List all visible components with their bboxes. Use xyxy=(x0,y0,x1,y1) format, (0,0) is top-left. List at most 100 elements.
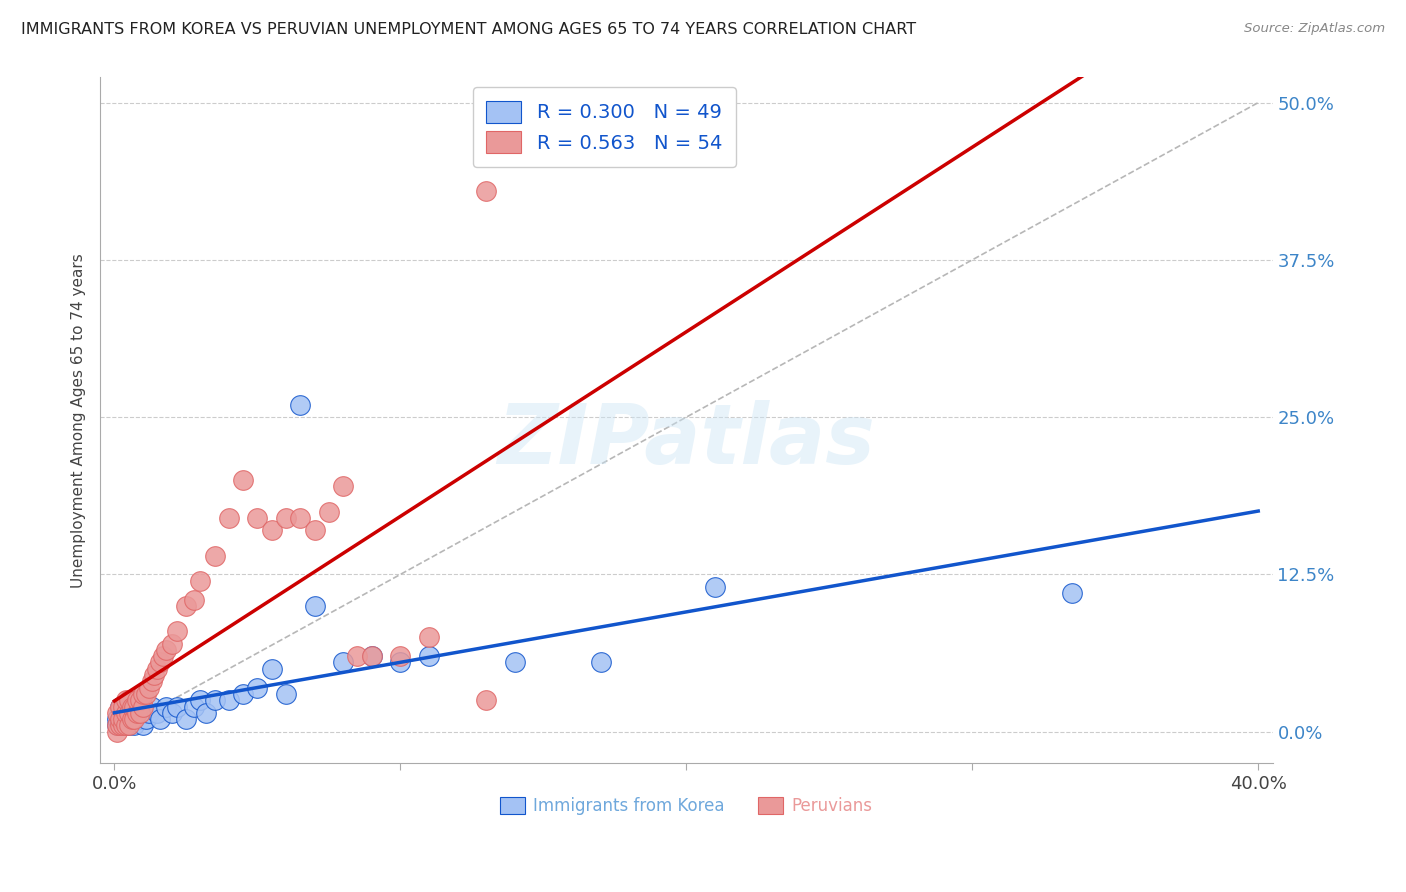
Point xyxy=(108,712,131,726)
Point xyxy=(703,580,725,594)
Point xyxy=(129,693,152,707)
Point xyxy=(105,718,128,732)
Point xyxy=(111,718,134,732)
Point xyxy=(111,718,134,732)
Point xyxy=(174,712,197,726)
Point xyxy=(138,681,160,695)
Point xyxy=(166,624,188,638)
Point xyxy=(332,656,354,670)
Point xyxy=(108,718,131,732)
Point xyxy=(121,712,143,726)
Point xyxy=(475,693,498,707)
Point xyxy=(218,510,240,524)
Point xyxy=(124,712,146,726)
Point xyxy=(246,681,269,695)
Point xyxy=(118,693,141,707)
Point xyxy=(155,699,177,714)
Point xyxy=(188,693,211,707)
Text: IMMIGRANTS FROM KOREA VS PERUVIAN UNEMPLOYMENT AMONG AGES 65 TO 74 YEARS CORRELA: IMMIGRANTS FROM KOREA VS PERUVIAN UNEMPL… xyxy=(21,22,917,37)
Point xyxy=(155,643,177,657)
Point xyxy=(389,656,412,670)
Point xyxy=(188,574,211,588)
Point xyxy=(146,662,169,676)
Point xyxy=(332,479,354,493)
Point xyxy=(115,718,138,732)
Point xyxy=(135,712,157,726)
Point xyxy=(118,706,141,720)
Point xyxy=(127,712,149,726)
Point xyxy=(183,699,205,714)
Point xyxy=(129,706,152,720)
Point xyxy=(160,706,183,720)
Point xyxy=(132,699,155,714)
Point xyxy=(204,693,226,707)
Y-axis label: Unemployment Among Ages 65 to 74 years: Unemployment Among Ages 65 to 74 years xyxy=(72,253,86,588)
Point xyxy=(124,706,146,720)
Point xyxy=(129,712,152,726)
Text: ZIPatlas: ZIPatlas xyxy=(498,401,876,482)
Point xyxy=(246,510,269,524)
Point xyxy=(124,718,146,732)
Legend: Immigrants from Korea, Peruvians: Immigrants from Korea, Peruvians xyxy=(492,789,882,823)
Point xyxy=(232,687,254,701)
Point xyxy=(274,510,297,524)
Point xyxy=(418,649,440,664)
Point xyxy=(105,706,128,720)
Point xyxy=(121,699,143,714)
Point xyxy=(589,656,612,670)
Point xyxy=(318,504,340,518)
Point xyxy=(304,599,326,613)
Point xyxy=(138,706,160,720)
Point xyxy=(127,693,149,707)
Point xyxy=(194,706,217,720)
Point xyxy=(118,718,141,732)
Point xyxy=(290,510,312,524)
Point xyxy=(115,706,138,720)
Point xyxy=(183,592,205,607)
Point xyxy=(108,712,131,726)
Point xyxy=(108,699,131,714)
Point xyxy=(111,706,134,720)
Point xyxy=(115,693,138,707)
Point xyxy=(111,699,134,714)
Point xyxy=(135,687,157,701)
Point xyxy=(124,699,146,714)
Point xyxy=(127,706,149,720)
Point xyxy=(108,699,131,714)
Point xyxy=(132,687,155,701)
Point xyxy=(141,699,163,714)
Point xyxy=(132,706,155,720)
Point xyxy=(503,656,526,670)
Point xyxy=(290,398,312,412)
Point xyxy=(118,699,141,714)
Point xyxy=(105,718,128,732)
Point xyxy=(174,599,197,613)
Point xyxy=(149,656,172,670)
Point xyxy=(118,718,141,732)
Point xyxy=(204,549,226,563)
Text: Source: ZipAtlas.com: Source: ZipAtlas.com xyxy=(1244,22,1385,36)
Point xyxy=(1062,586,1084,600)
Point xyxy=(111,712,134,726)
Point xyxy=(274,687,297,701)
Point xyxy=(232,473,254,487)
Point xyxy=(143,668,166,682)
Point xyxy=(260,524,283,538)
Point xyxy=(111,712,134,726)
Point xyxy=(218,693,240,707)
Point xyxy=(115,718,138,732)
Point xyxy=(360,649,382,664)
Point xyxy=(360,649,382,664)
Point xyxy=(149,712,172,726)
Point xyxy=(346,649,368,664)
Point xyxy=(132,718,155,732)
Point xyxy=(118,712,141,726)
Point xyxy=(127,699,149,714)
Point xyxy=(389,649,412,664)
Point xyxy=(146,706,169,720)
Point xyxy=(304,524,326,538)
Point xyxy=(105,712,128,726)
Point xyxy=(152,649,174,664)
Point xyxy=(121,712,143,726)
Point xyxy=(475,184,498,198)
